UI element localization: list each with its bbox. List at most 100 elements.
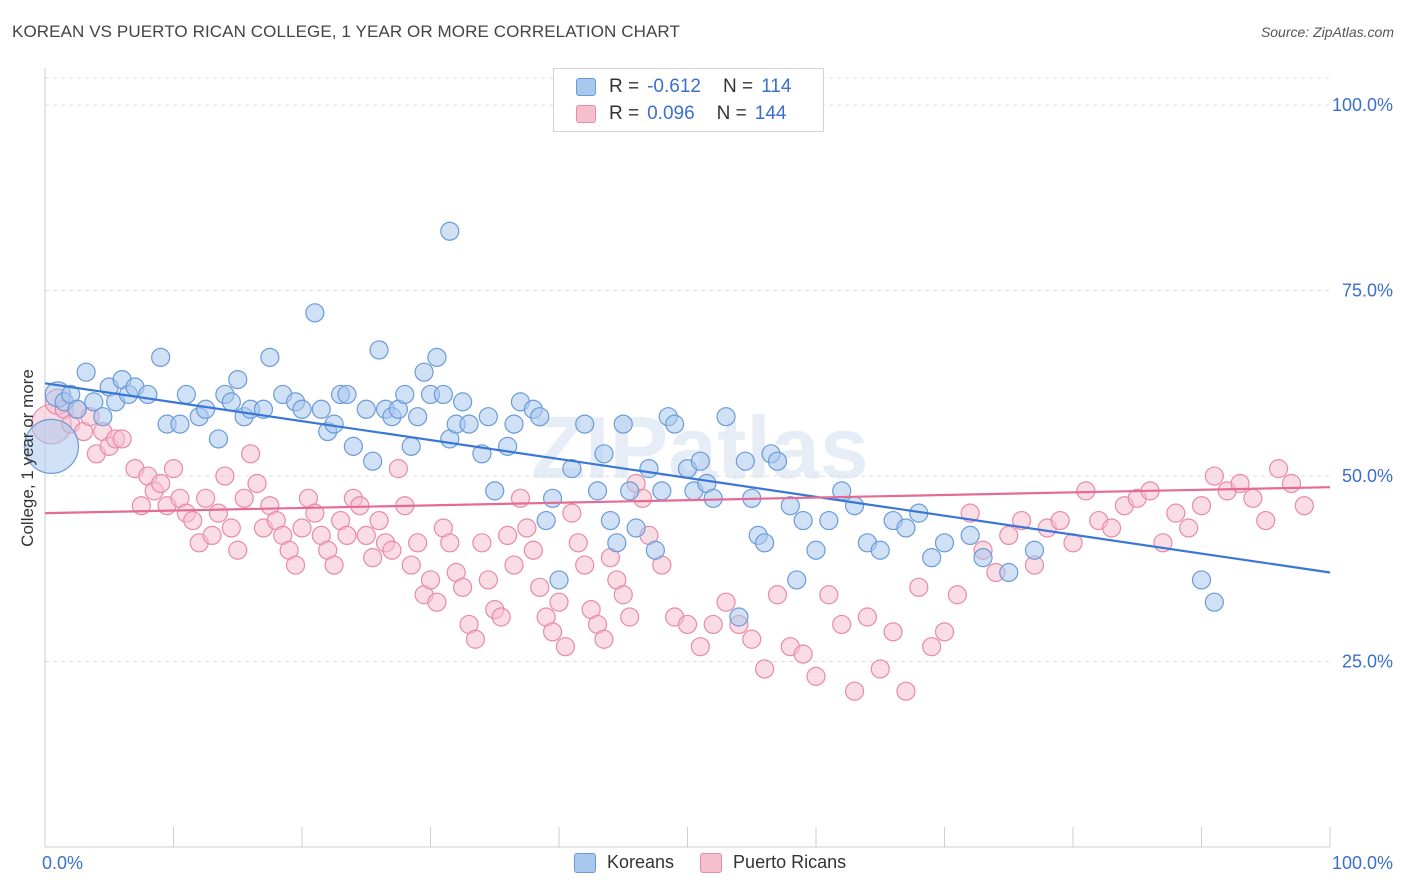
puerto-rican-point <box>575 555 595 575</box>
puerto-rican-swatch <box>700 852 723 873</box>
korean-swatch <box>576 78 596 96</box>
puerto-rican-point <box>677 614 698 635</box>
korean-point <box>453 392 473 412</box>
x-tick-label: 100.0% <box>1332 853 1393 873</box>
puerto-rican-point <box>491 607 511 627</box>
x-tick-label: 0.0% <box>42 853 83 873</box>
puerto-rican-point <box>215 466 235 486</box>
puerto-rican-point <box>568 533 588 553</box>
source-label: Source: ZipAtlas.com <box>1260 24 1394 40</box>
puerto-rican-point <box>947 585 967 605</box>
puerto-rican-point <box>151 473 171 494</box>
korean-point <box>363 451 383 471</box>
korean-point <box>504 414 524 434</box>
series-legend: Koreans Puerto Ricans <box>574 852 872 873</box>
puerto-rican-point <box>542 622 563 642</box>
puerto-rican-point <box>1166 503 1186 523</box>
korean-point <box>690 451 710 471</box>
puerto-rican-point <box>234 488 254 508</box>
puerto-rican-swatch <box>576 105 596 123</box>
korean-point <box>67 399 87 419</box>
puerto-rican-point <box>1101 518 1122 538</box>
korean-point <box>221 392 241 412</box>
korean-point <box>735 451 755 471</box>
korean-point <box>780 496 800 516</box>
korean-point <box>620 481 640 501</box>
korean-point <box>934 533 955 553</box>
korean-point <box>530 407 550 427</box>
puerto-rican-point <box>909 577 929 597</box>
puerto-rican-point <box>465 629 486 649</box>
korean-point <box>729 607 749 627</box>
puerto-rican-point <box>549 592 569 612</box>
korean-point <box>478 407 498 427</box>
korean-point <box>93 407 113 427</box>
korean-swatch <box>574 852 596 873</box>
puerto-rican-point <box>620 607 640 627</box>
puerto-rican-point <box>388 459 408 479</box>
korean-point <box>401 436 421 456</box>
korean-point <box>819 510 839 531</box>
puerto-rican-point <box>703 614 723 635</box>
puerto-rican-point <box>530 577 550 597</box>
trend-lines <box>44 382 1331 574</box>
puerto-rican-point <box>690 637 710 657</box>
korean-point <box>665 414 685 434</box>
puerto-rican-point <box>1243 488 1263 508</box>
puerto-rican-point <box>716 592 736 612</box>
korean-point <box>562 459 582 479</box>
korean-point <box>1191 570 1212 590</box>
puerto-rican-point <box>1256 510 1276 531</box>
y-tick-label: 50.0% <box>1342 466 1393 486</box>
puerto-rican-point <box>401 555 421 575</box>
puerto-rican-point <box>1294 496 1314 516</box>
korean-point <box>645 540 665 560</box>
puerto-rican-point <box>857 607 878 627</box>
puerto-rican-point <box>285 555 306 575</box>
legend-item-puerto-ricans[interactable]: Puerto Ricans <box>700 852 846 873</box>
puerto-rican-point <box>742 629 762 649</box>
puerto-rican-point <box>478 570 498 590</box>
korean-point <box>292 399 312 419</box>
korean-point <box>594 444 614 464</box>
puerto-rican-point <box>196 488 216 508</box>
korean-point <box>408 407 428 427</box>
korean-point <box>176 384 196 405</box>
r-value: -0.612 <box>647 76 701 97</box>
puerto-rican-point <box>523 540 543 560</box>
puerto-rican-point <box>202 525 222 546</box>
puerto-rican-point <box>999 525 1019 546</box>
korean-point <box>440 221 460 241</box>
tick-labels: 25.0% 50.0% 75.0% 100.0% 0.0% 100.0% <box>42 95 1393 873</box>
korean-point <box>787 570 807 590</box>
korean-points <box>23 221 1224 627</box>
chart-title: KOREAN VS PUERTO RICAN COLLEGE, 1 YEAR O… <box>12 22 680 41</box>
puerto-rican-point <box>1191 496 1212 516</box>
legend-item-koreans[interactable]: Koreans <box>574 852 674 873</box>
puerto-rican-point <box>870 659 890 679</box>
korean-point <box>228 370 248 390</box>
korean-point <box>208 429 229 449</box>
y-axis-label: College, 1 year or more <box>18 369 37 547</box>
legend-label: Koreans <box>607 852 675 872</box>
puerto-rican-point <box>883 622 903 642</box>
korean-point <box>170 414 190 434</box>
korean-point <box>767 451 788 471</box>
puerto-rican-point <box>819 585 839 605</box>
puerto-rican-point <box>440 533 460 553</box>
puerto-rican-point <box>420 570 441 590</box>
korean-point <box>896 518 916 538</box>
korean-point <box>433 384 453 405</box>
korean-point <box>575 414 595 434</box>
puerto-rican-point <box>806 666 826 686</box>
korean-point <box>999 562 1019 583</box>
puerto-rican-point <box>832 614 852 635</box>
puerto-rican-point <box>324 555 344 575</box>
grid-lines <box>45 77 1330 663</box>
n-label: N = <box>716 103 747 124</box>
korean-point <box>652 481 672 501</box>
puerto-rican-points <box>31 388 1314 701</box>
puerto-rican-point <box>221 518 241 538</box>
korean-point <box>84 392 104 412</box>
r-value: 0.096 <box>647 103 695 124</box>
